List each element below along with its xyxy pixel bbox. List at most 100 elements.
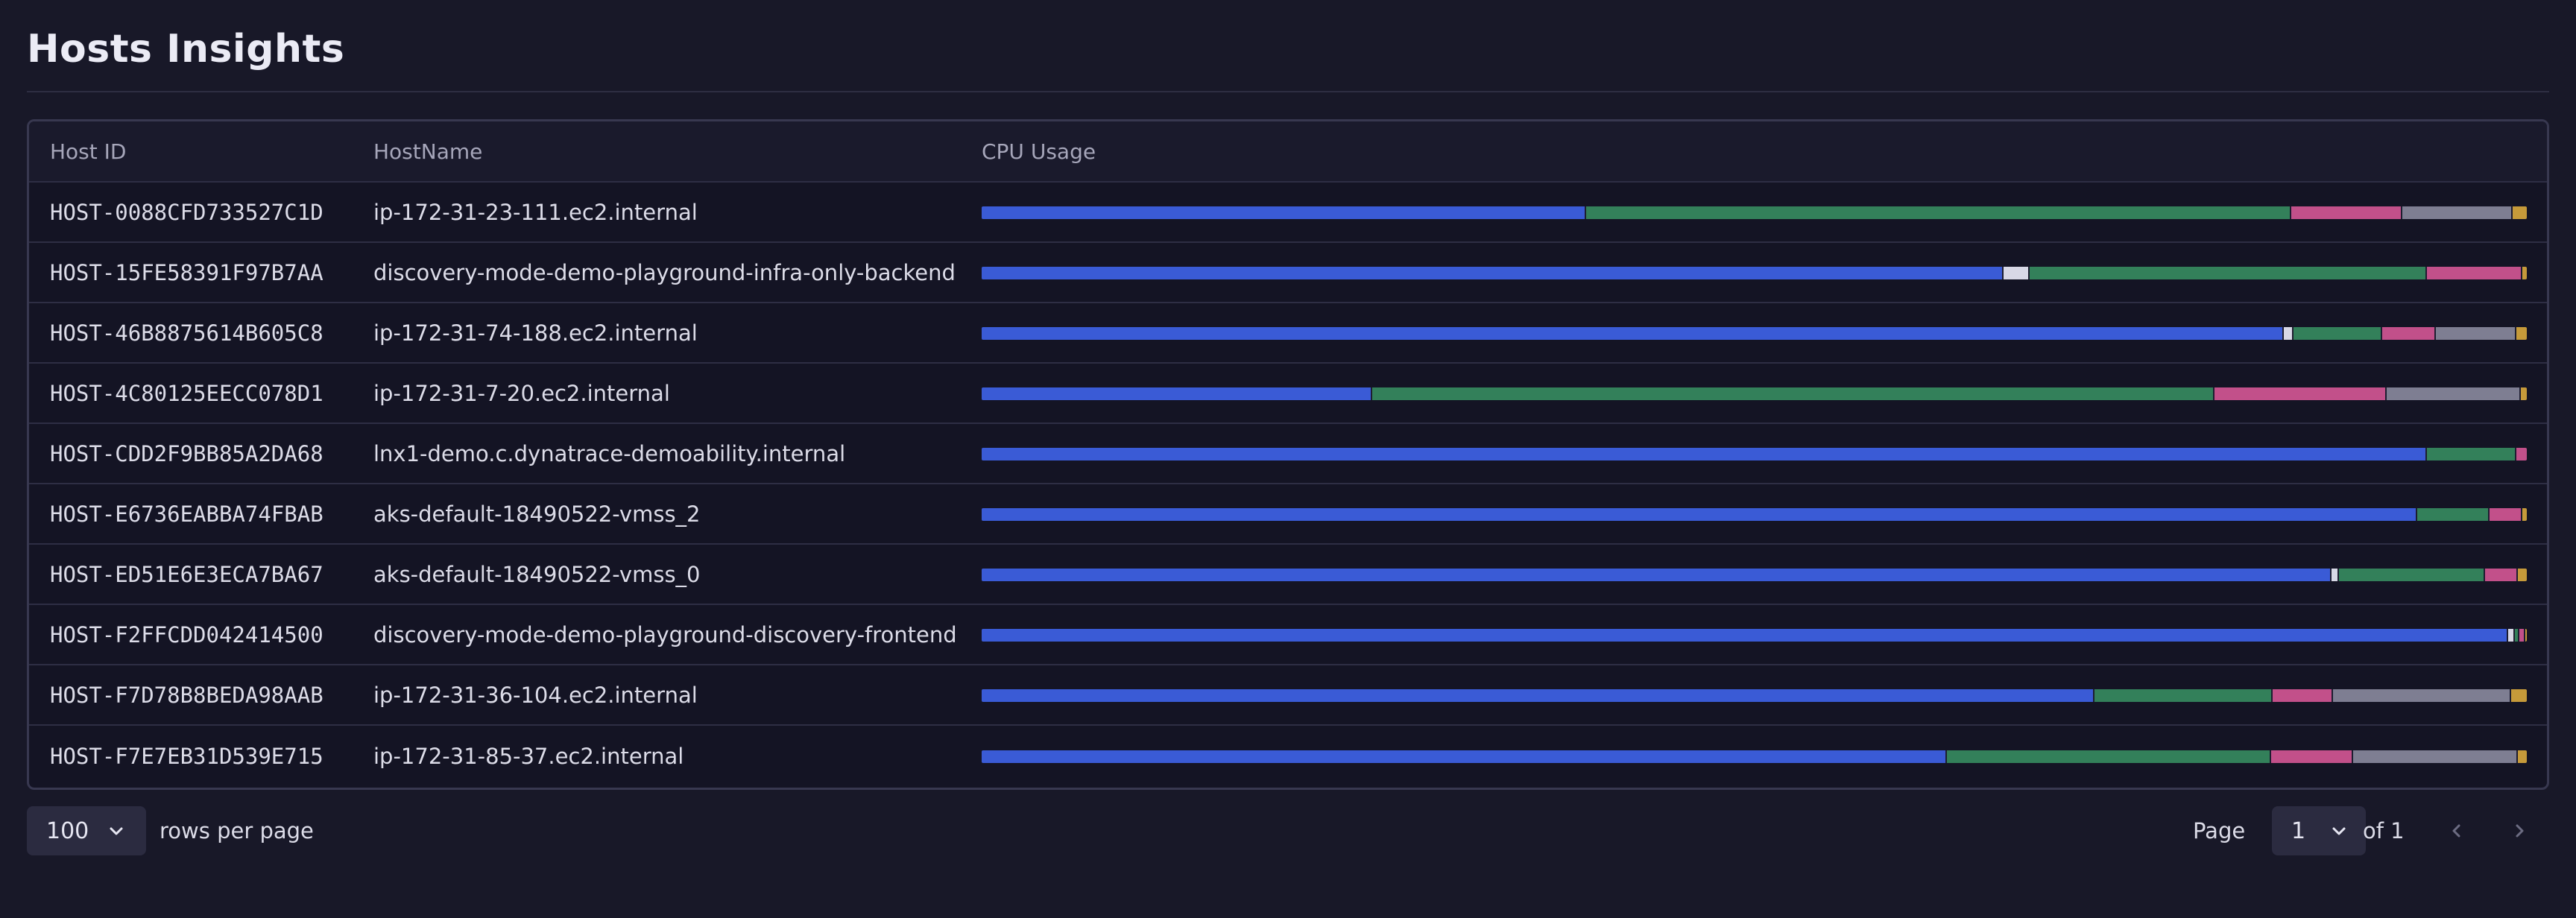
cpu-idle-segment [2436,326,2515,340]
cpu-usage-bar[interactable] [982,387,2527,400]
cpu-steal-segment [2513,206,2527,219]
table-row[interactable]: HOST-CDD2F9BB85A2DA68 lnx1-demo.c.dynatra… [29,424,2547,484]
cpu-other-segment [2331,568,2338,581]
next-page-button[interactable] [2504,816,2534,846]
cpu-user-segment [982,447,2425,460]
cpu-iowait-segment [2382,326,2435,340]
table-row[interactable]: HOST-F7D78B8BEDA98AAB ip-172-31-36-104.ec… [29,665,2547,726]
cpu-system-segment [2514,628,2518,642]
chevron-right-icon [2516,824,2524,838]
cpu-system-segment [2426,447,2515,460]
hostname-cell: aks-default-18490522-vmss_2 [373,501,701,527]
cpu-system-segment [1946,750,2270,763]
cpu-user-segment [982,568,2330,581]
page-label: Page [2193,818,2246,843]
hostname-cell: ip-172-31-85-37.ec2.internal [373,743,684,769]
chevron-left-icon [2452,824,2460,838]
cpu-iowait-segment [2519,628,2524,642]
rows-per-page-select[interactable]: 100 [27,806,146,855]
cpu-system-segment [2094,688,2272,702]
hostname-cell: ip-172-31-7-20.ec2.internal [373,380,670,406]
cpu-usage-bar[interactable] [982,568,2527,581]
cpu-idle-segment [2402,206,2512,219]
table-row[interactable]: HOST-E6736EABBA74FBAB aks-default-1849052… [29,484,2547,545]
column-header-host-id[interactable]: Host ID [50,139,127,164]
cpu-user-segment [982,750,1945,763]
hostname-cell: ip-172-31-23-111.ec2.internal [373,199,698,225]
host-id-cell: HOST-15FE58391F97B7AA [50,259,323,285]
host-id-cell: HOST-4C80125EECC078D1 [50,380,323,406]
cpu-iowait-segment [2516,447,2527,460]
table-footer: 100 rows per page Page 1 of 1 [27,806,2549,855]
table-row[interactable]: HOST-F2FFCDD042414500 discovery-mode-demo… [29,605,2547,665]
cpu-steal-segment [2517,568,2527,581]
host-id-cell: HOST-ED51E6E3ECA7BA67 [50,561,323,587]
hostname-cell: discovery-mode-demo-playground-infra-onl… [373,259,956,285]
cpu-iowait-segment [2273,688,2332,702]
host-id-cell: HOST-F7D78B8BEDA98AAB [50,682,323,708]
cpu-usage-bar[interactable] [982,750,2527,763]
host-id-cell: HOST-F7E7EB31D539E715 [50,743,323,769]
cpu-other-segment [2284,326,2292,340]
cpu-steal-segment [2511,688,2527,702]
chevron-down-icon [110,827,123,835]
host-id-cell: HOST-CDD2F9BB85A2DA68 [50,440,323,466]
hostname-cell: ip-172-31-74-188.ec2.internal [373,320,698,346]
cpu-usage-bar[interactable] [982,206,2527,219]
cpu-iowait-segment [2426,266,2521,279]
cpu-system-segment [1372,387,2213,400]
hostname-cell: aks-default-18490522-vmss_0 [373,561,701,587]
column-header-hostname[interactable]: HostName [373,139,483,164]
cpu-user-segment [982,628,2507,642]
cpu-user-segment [982,688,2093,702]
host-id-cell: HOST-46B8875614B605C8 [50,320,323,346]
cpu-system-segment [1586,206,2291,219]
cpu-steal-segment [2517,750,2527,763]
hosts-table: Host ID HostName CPU Usage HOST-0088CFD7… [27,119,2549,790]
cpu-iowait-segment [2490,507,2521,521]
chevron-down-icon [2332,827,2346,835]
cpu-iowait-segment [2291,206,2401,219]
cpu-system-segment [2339,568,2484,581]
cpu-usage-bar[interactable] [982,628,2527,642]
cpu-usage-bar[interactable] [982,688,2527,702]
table-header: Host ID HostName CPU Usage [29,121,2547,183]
cpu-usage-bar[interactable] [982,507,2527,521]
cpu-usage-bar[interactable] [982,266,2527,279]
host-id-cell: HOST-E6736EABBA74FBAB [50,501,323,527]
page-select[interactable]: 1 [2272,806,2366,855]
cpu-usage-bar[interactable] [982,447,2527,460]
table-row[interactable]: HOST-ED51E6E3ECA7BA67 aks-default-1849052… [29,545,2547,605]
cpu-user-segment [982,206,1585,219]
cpu-iowait-segment [2271,750,2352,763]
table-row[interactable]: HOST-4C80125EECC078D1 ip-172-31-7-20.ec2.… [29,364,2547,424]
cpu-other-segment [2004,266,2029,279]
cpu-idle-segment [2352,750,2516,763]
cpu-usage-bar[interactable] [982,326,2527,340]
host-id-cell: HOST-F2FFCDD042414500 [50,621,323,648]
cpu-user-segment [982,326,2283,340]
cpu-system-segment [2417,507,2489,521]
table-row[interactable]: HOST-46B8875614B605C8 ip-172-31-74-188.ec… [29,303,2547,364]
cpu-steal-segment [2525,628,2527,642]
table-body: HOST-0088CFD733527C1D ip-172-31-23-111.ec… [29,183,2547,786]
hostname-cell: lnx1-demo.c.dynatrace-demoability.intern… [373,440,846,466]
page-title: Hosts Insights [27,27,345,72]
rows-per-page-value: 100 [46,817,89,844]
cpu-steal-segment [2520,387,2527,400]
rows-per-page-label: rows per page [160,818,314,843]
cpu-idle-segment [2387,387,2519,400]
cpu-user-segment [982,266,2003,279]
cpu-iowait-segment [2214,387,2386,400]
table-row[interactable]: HOST-15FE58391F97B7AA discovery-mode-demo… [29,243,2547,303]
cpu-iowait-segment [2485,568,2516,581]
cpu-user-segment [982,387,1371,400]
cpu-steal-segment [2522,266,2527,279]
table-row[interactable]: HOST-F7E7EB31D539E715 ip-172-31-85-37.ec2… [29,726,2547,786]
hostname-cell: discovery-mode-demo-playground-discovery… [373,621,957,648]
table-row[interactable]: HOST-0088CFD733527C1D ip-172-31-23-111.ec… [29,183,2547,243]
previous-page-button[interactable] [2442,816,2472,846]
cpu-system-segment [2293,326,2381,340]
column-header-cpu-usage[interactable]: CPU Usage [982,139,1096,164]
host-id-cell: HOST-0088CFD733527C1D [50,199,323,225]
